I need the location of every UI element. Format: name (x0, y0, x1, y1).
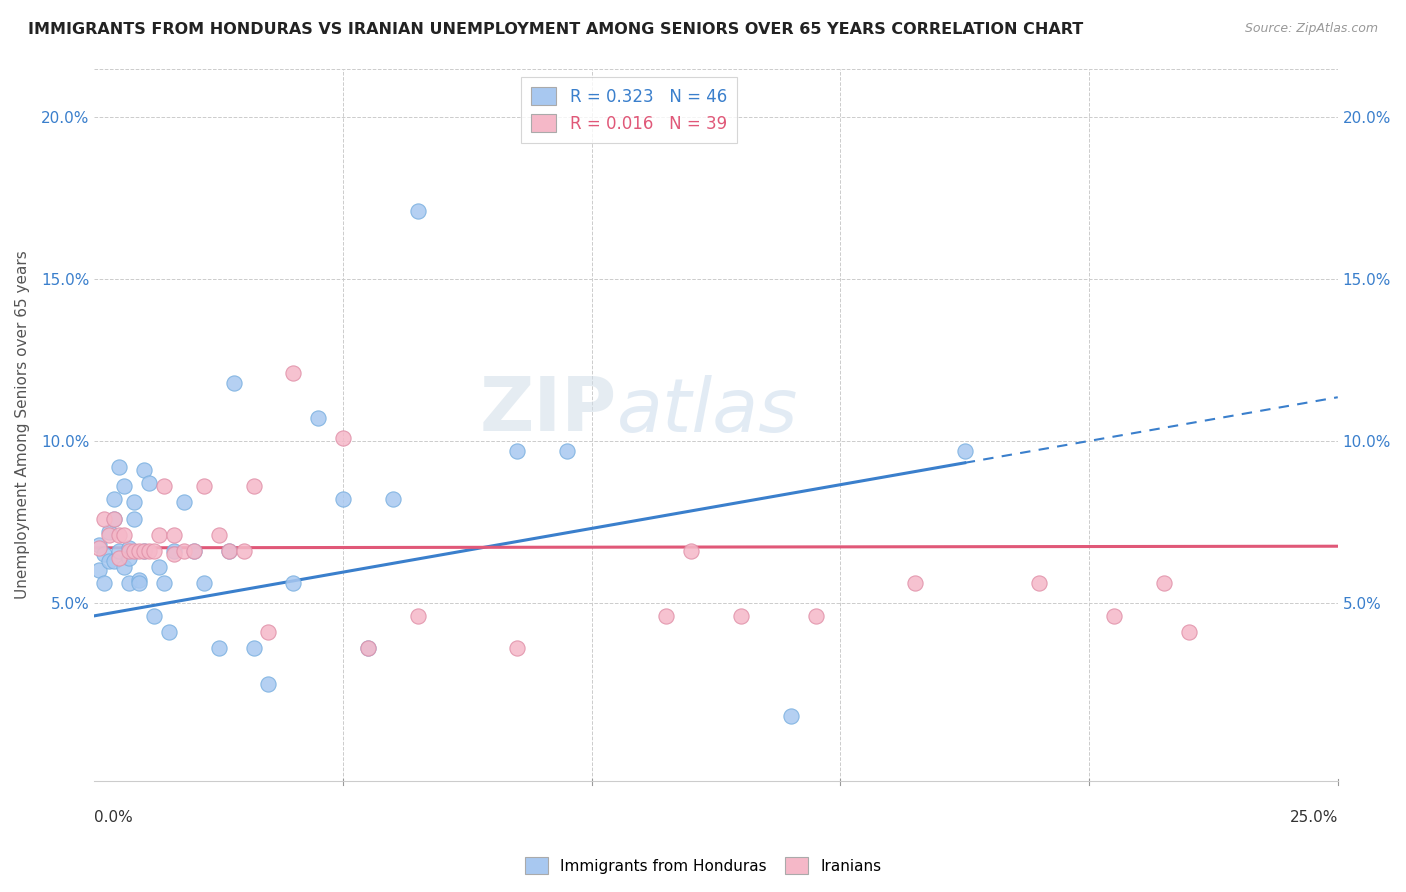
Point (122, 495, 145, 509)
Point (357, 641, 380, 656)
Point (143, 608, 166, 623)
Point (218, 544, 240, 558)
Point (183, 544, 205, 558)
Point (681, 544, 703, 558)
Point (138, 476, 160, 491)
Point (103, 511, 125, 525)
Y-axis label: Unemployment Among Seniors over 65 years: Unemployment Among Seniors over 65 years (15, 251, 30, 599)
Point (257, 677, 280, 691)
Point (128, 544, 150, 558)
Point (1028, 576, 1050, 591)
Point (103, 511, 125, 525)
Point (506, 641, 529, 656)
Point (183, 544, 205, 558)
Point (406, 608, 429, 623)
Point (506, 443, 529, 458)
Point (93, 511, 115, 525)
Point (555, 443, 578, 458)
Point (242, 641, 264, 656)
Point (730, 608, 752, 623)
Point (108, 528, 131, 542)
Point (1153, 576, 1175, 591)
Point (163, 544, 186, 558)
Point (118, 544, 141, 558)
Point (89, 538, 111, 552)
Point (138, 544, 160, 558)
Point (283, 366, 305, 380)
Text: Source: ZipAtlas.com: Source: ZipAtlas.com (1244, 22, 1378, 36)
Point (307, 411, 329, 425)
Point (128, 573, 150, 587)
Point (112, 528, 135, 542)
Point (332, 431, 354, 445)
Point (193, 576, 215, 591)
Point (1177, 625, 1199, 640)
Point (132, 463, 155, 477)
Point (103, 554, 125, 568)
Text: atlas: atlas (617, 375, 799, 447)
Point (779, 709, 801, 723)
Point (112, 560, 135, 574)
Point (193, 479, 215, 493)
Point (655, 608, 678, 623)
Point (148, 560, 170, 574)
Legend: R = 0.323   N = 46, R = 0.016   N = 39: R = 0.323 N = 46, R = 0.016 N = 39 (522, 77, 737, 143)
Point (108, 550, 131, 565)
Point (283, 576, 305, 591)
Text: 25.0%: 25.0% (1289, 810, 1337, 824)
Point (132, 544, 155, 558)
Point (357, 641, 380, 656)
Point (98, 554, 121, 568)
Point (163, 528, 186, 542)
Point (953, 443, 976, 458)
Legend: Immigrants from Honduras, Iranians: Immigrants from Honduras, Iranians (519, 851, 887, 880)
Point (122, 511, 145, 525)
Point (173, 495, 195, 509)
Point (128, 576, 150, 591)
Point (108, 459, 131, 474)
Point (153, 479, 176, 493)
Point (163, 547, 186, 561)
Point (118, 541, 141, 555)
Point (218, 544, 240, 558)
Point (118, 550, 141, 565)
Point (89, 564, 111, 578)
Point (108, 544, 131, 558)
Point (93, 576, 115, 591)
Point (904, 576, 927, 591)
Point (157, 625, 180, 640)
Point (148, 528, 170, 542)
Point (103, 492, 125, 507)
Text: 0.0%: 0.0% (94, 810, 134, 824)
Point (257, 625, 280, 640)
Text: ZIP: ZIP (479, 374, 617, 447)
Point (98, 524, 121, 539)
Point (381, 492, 404, 507)
Point (804, 608, 827, 623)
Point (118, 576, 141, 591)
Point (332, 492, 354, 507)
Point (112, 479, 135, 493)
Point (89, 541, 111, 555)
Point (222, 376, 245, 390)
Point (406, 204, 429, 219)
Point (153, 576, 176, 591)
Point (122, 544, 145, 558)
Point (132, 544, 155, 558)
Point (173, 544, 195, 558)
Point (208, 528, 231, 542)
Point (93, 547, 115, 561)
Point (242, 479, 264, 493)
Point (232, 544, 254, 558)
Point (1102, 608, 1125, 623)
Point (208, 641, 231, 656)
Point (143, 544, 166, 558)
Text: IMMIGRANTS FROM HONDURAS VS IRANIAN UNEMPLOYMENT AMONG SENIORS OVER 65 YEARS COR: IMMIGRANTS FROM HONDURAS VS IRANIAN UNEM… (28, 22, 1084, 37)
Point (98, 528, 121, 542)
